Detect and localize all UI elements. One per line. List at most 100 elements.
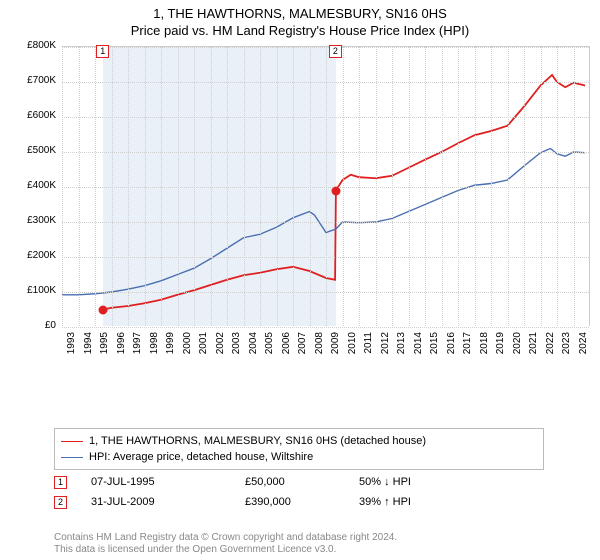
x-axis-label: 2022 [545, 332, 556, 362]
transaction-marker-box: 1 [54, 476, 67, 489]
x-axis-label: 2018 [479, 332, 490, 362]
x-axis-label: 2014 [413, 332, 424, 362]
chart-container: 1, THE HAWTHORNS, MALMESBURY, SN16 0HS P… [0, 0, 600, 560]
gridline-v [62, 47, 63, 326]
x-axis-label: 2013 [396, 332, 407, 362]
legend-label: HPI: Average price, detached house, Wilt… [89, 451, 313, 463]
gridline-v [475, 47, 476, 326]
gridline-v [442, 47, 443, 326]
gridline-v [326, 47, 327, 326]
x-axis-label: 2001 [198, 332, 209, 362]
gridline-v [392, 47, 393, 326]
x-axis-label: 2007 [297, 332, 308, 362]
x-axis-label: 1998 [149, 332, 160, 362]
y-axis-label: £200K [8, 250, 56, 261]
x-axis-label: 2012 [380, 332, 391, 362]
transaction-pct: 39% ↑ HPI [359, 496, 479, 508]
legend-item: HPI: Average price, detached house, Wilt… [61, 449, 537, 465]
event-dot [99, 305, 108, 314]
legend-swatch [61, 457, 83, 458]
x-axis-label: 2011 [363, 332, 374, 362]
gridline-v [145, 47, 146, 326]
gridline-v [508, 47, 509, 326]
gridline-v [458, 47, 459, 326]
x-axis-label: 2010 [347, 332, 358, 362]
x-axis-label: 1996 [116, 332, 127, 362]
x-axis-label: 2006 [281, 332, 292, 362]
y-axis-label: £500K [8, 145, 56, 156]
gridline-v [128, 47, 129, 326]
gridline-v [293, 47, 294, 326]
gridline-v [79, 47, 80, 326]
y-axis-label: £0 [8, 320, 56, 331]
x-axis-label: 2004 [248, 332, 259, 362]
gridline-v [343, 47, 344, 326]
chart-area: 12 £0£100K£200K£300K£400K£500K£600K£700K… [8, 44, 592, 376]
y-axis-label: £100K [8, 285, 56, 296]
transaction-row: 2 31-JUL-2009 £390,000 39% ↑ HPI [54, 492, 479, 512]
x-axis-label: 2015 [429, 332, 440, 362]
x-axis-label: 2024 [578, 332, 589, 362]
chart-title: 1, THE HAWTHORNS, MALMESBURY, SN16 0HS [0, 0, 600, 21]
x-axis-label: 1997 [132, 332, 143, 362]
footer-line-2: This data is licensed under the Open Gov… [54, 544, 397, 556]
x-axis-label: 1995 [99, 332, 110, 362]
gridline-v [376, 47, 377, 326]
x-axis-label: 2016 [446, 332, 457, 362]
chart-subtitle: Price paid vs. HM Land Registry's House … [0, 21, 600, 40]
gridline-v [277, 47, 278, 326]
gridline-v [227, 47, 228, 326]
legend-item: 1, THE HAWTHORNS, MALMESBURY, SN16 0HS (… [61, 433, 537, 449]
gridline-v [112, 47, 113, 326]
legend: 1, THE HAWTHORNS, MALMESBURY, SN16 0HS (… [54, 428, 544, 470]
transaction-price: £50,000 [245, 476, 345, 488]
gridline-v [557, 47, 558, 326]
gridline-v [178, 47, 179, 326]
gridline-h [62, 327, 589, 328]
transaction-pct: 50% ↓ HPI [359, 476, 479, 488]
transaction-price: £390,000 [245, 496, 345, 508]
legend-label: 1, THE HAWTHORNS, MALMESBURY, SN16 0HS (… [89, 435, 426, 447]
y-axis-label: £400K [8, 180, 56, 191]
gridline-v [491, 47, 492, 326]
plot-area: 12 [62, 46, 590, 326]
x-axis-label: 2000 [182, 332, 193, 362]
gridline-v [574, 47, 575, 326]
gridline-v [95, 47, 96, 326]
gridline-v [541, 47, 542, 326]
gridline-v [310, 47, 311, 326]
y-axis-label: £600K [8, 110, 56, 121]
legend-swatch [61, 441, 83, 442]
transaction-row: 1 07-JUL-1995 £50,000 50% ↓ HPI [54, 472, 479, 492]
y-axis-label: £300K [8, 215, 56, 226]
x-axis-label: 2021 [528, 332, 539, 362]
x-axis-label: 1999 [165, 332, 176, 362]
transaction-date: 07-JUL-1995 [91, 476, 231, 488]
gridline-v [161, 47, 162, 326]
gridline-v [244, 47, 245, 326]
x-axis-label: 2002 [215, 332, 226, 362]
x-axis-label: 2009 [330, 332, 341, 362]
gridline-v [359, 47, 360, 326]
footer-attribution: Contains HM Land Registry data © Crown c… [54, 532, 397, 556]
event-dot [331, 186, 340, 195]
x-axis-label: 2020 [512, 332, 523, 362]
x-axis-label: 1994 [83, 332, 94, 362]
footer-line-1: Contains HM Land Registry data © Crown c… [54, 532, 397, 544]
series-price_paid [103, 75, 585, 310]
gridline-v [260, 47, 261, 326]
x-axis-label: 2008 [314, 332, 325, 362]
x-axis-label: 2017 [462, 332, 473, 362]
x-axis-label: 2019 [495, 332, 506, 362]
y-axis-label: £800K [8, 40, 56, 51]
x-axis-label: 2003 [231, 332, 242, 362]
event-marker-box: 2 [329, 45, 342, 58]
gridline-v [211, 47, 212, 326]
x-axis-label: 1993 [66, 332, 77, 362]
gridline-v [425, 47, 426, 326]
x-axis-label: 2023 [561, 332, 572, 362]
transaction-marker-box: 2 [54, 496, 67, 509]
event-marker-box: 1 [96, 45, 109, 58]
transaction-date: 31-JUL-2009 [91, 496, 231, 508]
gridline-v [409, 47, 410, 326]
